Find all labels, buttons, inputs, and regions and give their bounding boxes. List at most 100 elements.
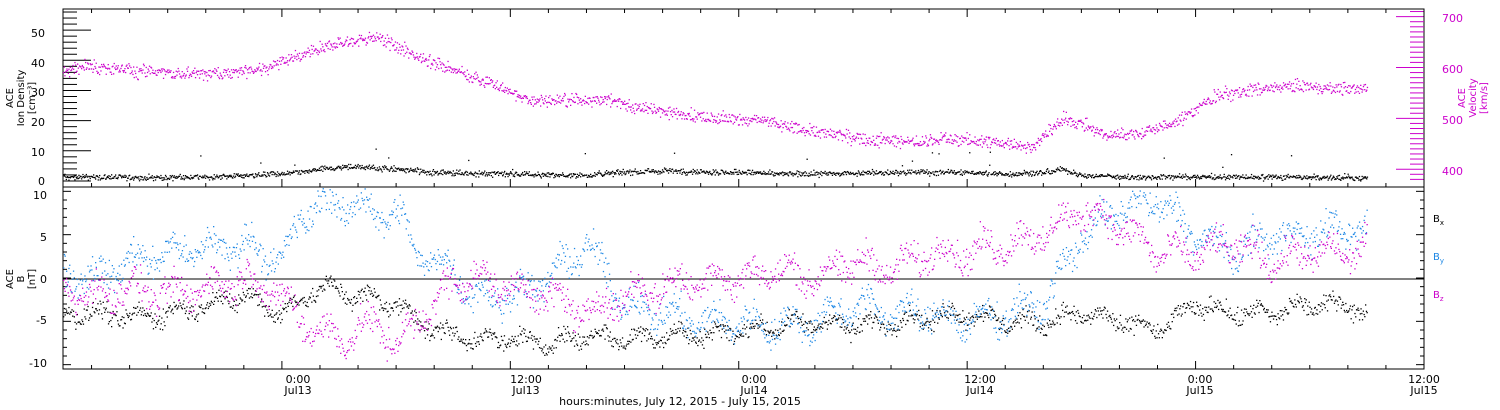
velocity-point [312,45,315,47]
density-point [405,172,407,174]
density-point [1154,176,1157,178]
velocity-point [566,106,568,108]
velocity-point [1304,84,1307,86]
density-point [300,169,303,172]
bx-point [308,296,311,298]
velocity-point [923,140,925,143]
velocity-point [121,65,123,67]
velocity-point [448,69,450,72]
velocity-point [696,118,698,120]
velocity-point [839,129,841,132]
velocity-point [820,129,822,131]
density-point [374,169,377,171]
bx-point [219,295,221,297]
velocity-point [1186,114,1189,116]
velocity-point [95,67,97,69]
density-point [133,179,135,181]
bx-point [149,315,151,317]
velocity-point [144,72,146,74]
density-point [822,172,824,174]
density-point [655,170,657,172]
velocity-point [1228,91,1231,93]
density-point [1202,174,1204,177]
density-point [781,171,784,173]
bx-point [651,338,653,340]
density-point [973,173,975,175]
velocity-point [1250,85,1253,87]
bx-point [480,333,482,335]
velocity-point [1274,86,1277,89]
velocity-point [1272,85,1275,87]
velocity-point [685,118,688,120]
velocity-point [160,68,163,70]
velocity-point [151,72,153,74]
density-point [1091,176,1093,179]
density-point [809,175,811,177]
velocity-point [454,68,456,70]
density-point [92,176,94,178]
velocity-point [1232,94,1235,96]
density-point [727,172,729,174]
velocity-point [443,64,445,66]
velocity-point [813,135,816,137]
density-point [1354,176,1357,178]
velocity-point [1131,134,1133,136]
velocity-point [380,37,383,39]
density-point [1144,179,1147,181]
density-point [162,179,165,181]
velocity-point [1037,142,1039,144]
velocity-point [803,126,805,129]
velocity-point [887,136,889,138]
density-point [194,174,197,177]
density-point [1014,173,1016,175]
density-point [210,176,213,178]
density-point [701,170,704,173]
velocity-point [206,80,209,82]
density-point [204,177,207,179]
density-point [747,169,750,171]
density-point [601,174,603,177]
velocity-point [961,140,963,142]
density-point [134,176,136,178]
bx-point [88,319,90,321]
velocity-point [179,76,181,78]
velocity-point [422,53,425,55]
density-point [337,165,339,168]
velocity-point [861,142,864,144]
density-point [1245,174,1247,176]
bx-point [436,326,438,328]
velocity-point [212,70,215,72]
density-point [1265,176,1267,178]
density-point [1076,173,1078,175]
density-point [819,173,822,175]
velocity-point [455,72,457,74]
density-point [1166,176,1169,179]
density-point [791,173,793,176]
velocity-point [832,136,834,139]
velocity-point [862,133,864,135]
bx-point [457,338,459,340]
bx-point [612,338,614,341]
velocity-point [1281,86,1283,88]
density-point [804,171,806,173]
bx-point [702,339,704,342]
velocity-point [702,118,704,120]
bx-point [676,331,678,333]
bx-point [481,339,484,341]
density-point [945,171,947,173]
density-point [1149,176,1151,179]
velocity-point [1025,152,1027,154]
density-point [76,178,78,180]
density-point [573,174,575,176]
density-point [1078,173,1080,176]
density-point [254,176,256,178]
velocity-point [120,67,122,70]
velocity-point [459,71,461,73]
velocity-point [1083,130,1085,132]
density-point [1288,177,1290,179]
density-point [709,170,711,173]
velocity-point [691,118,693,121]
velocity-point [1158,129,1160,131]
velocity-point [1190,108,1193,110]
density-point [184,175,187,177]
